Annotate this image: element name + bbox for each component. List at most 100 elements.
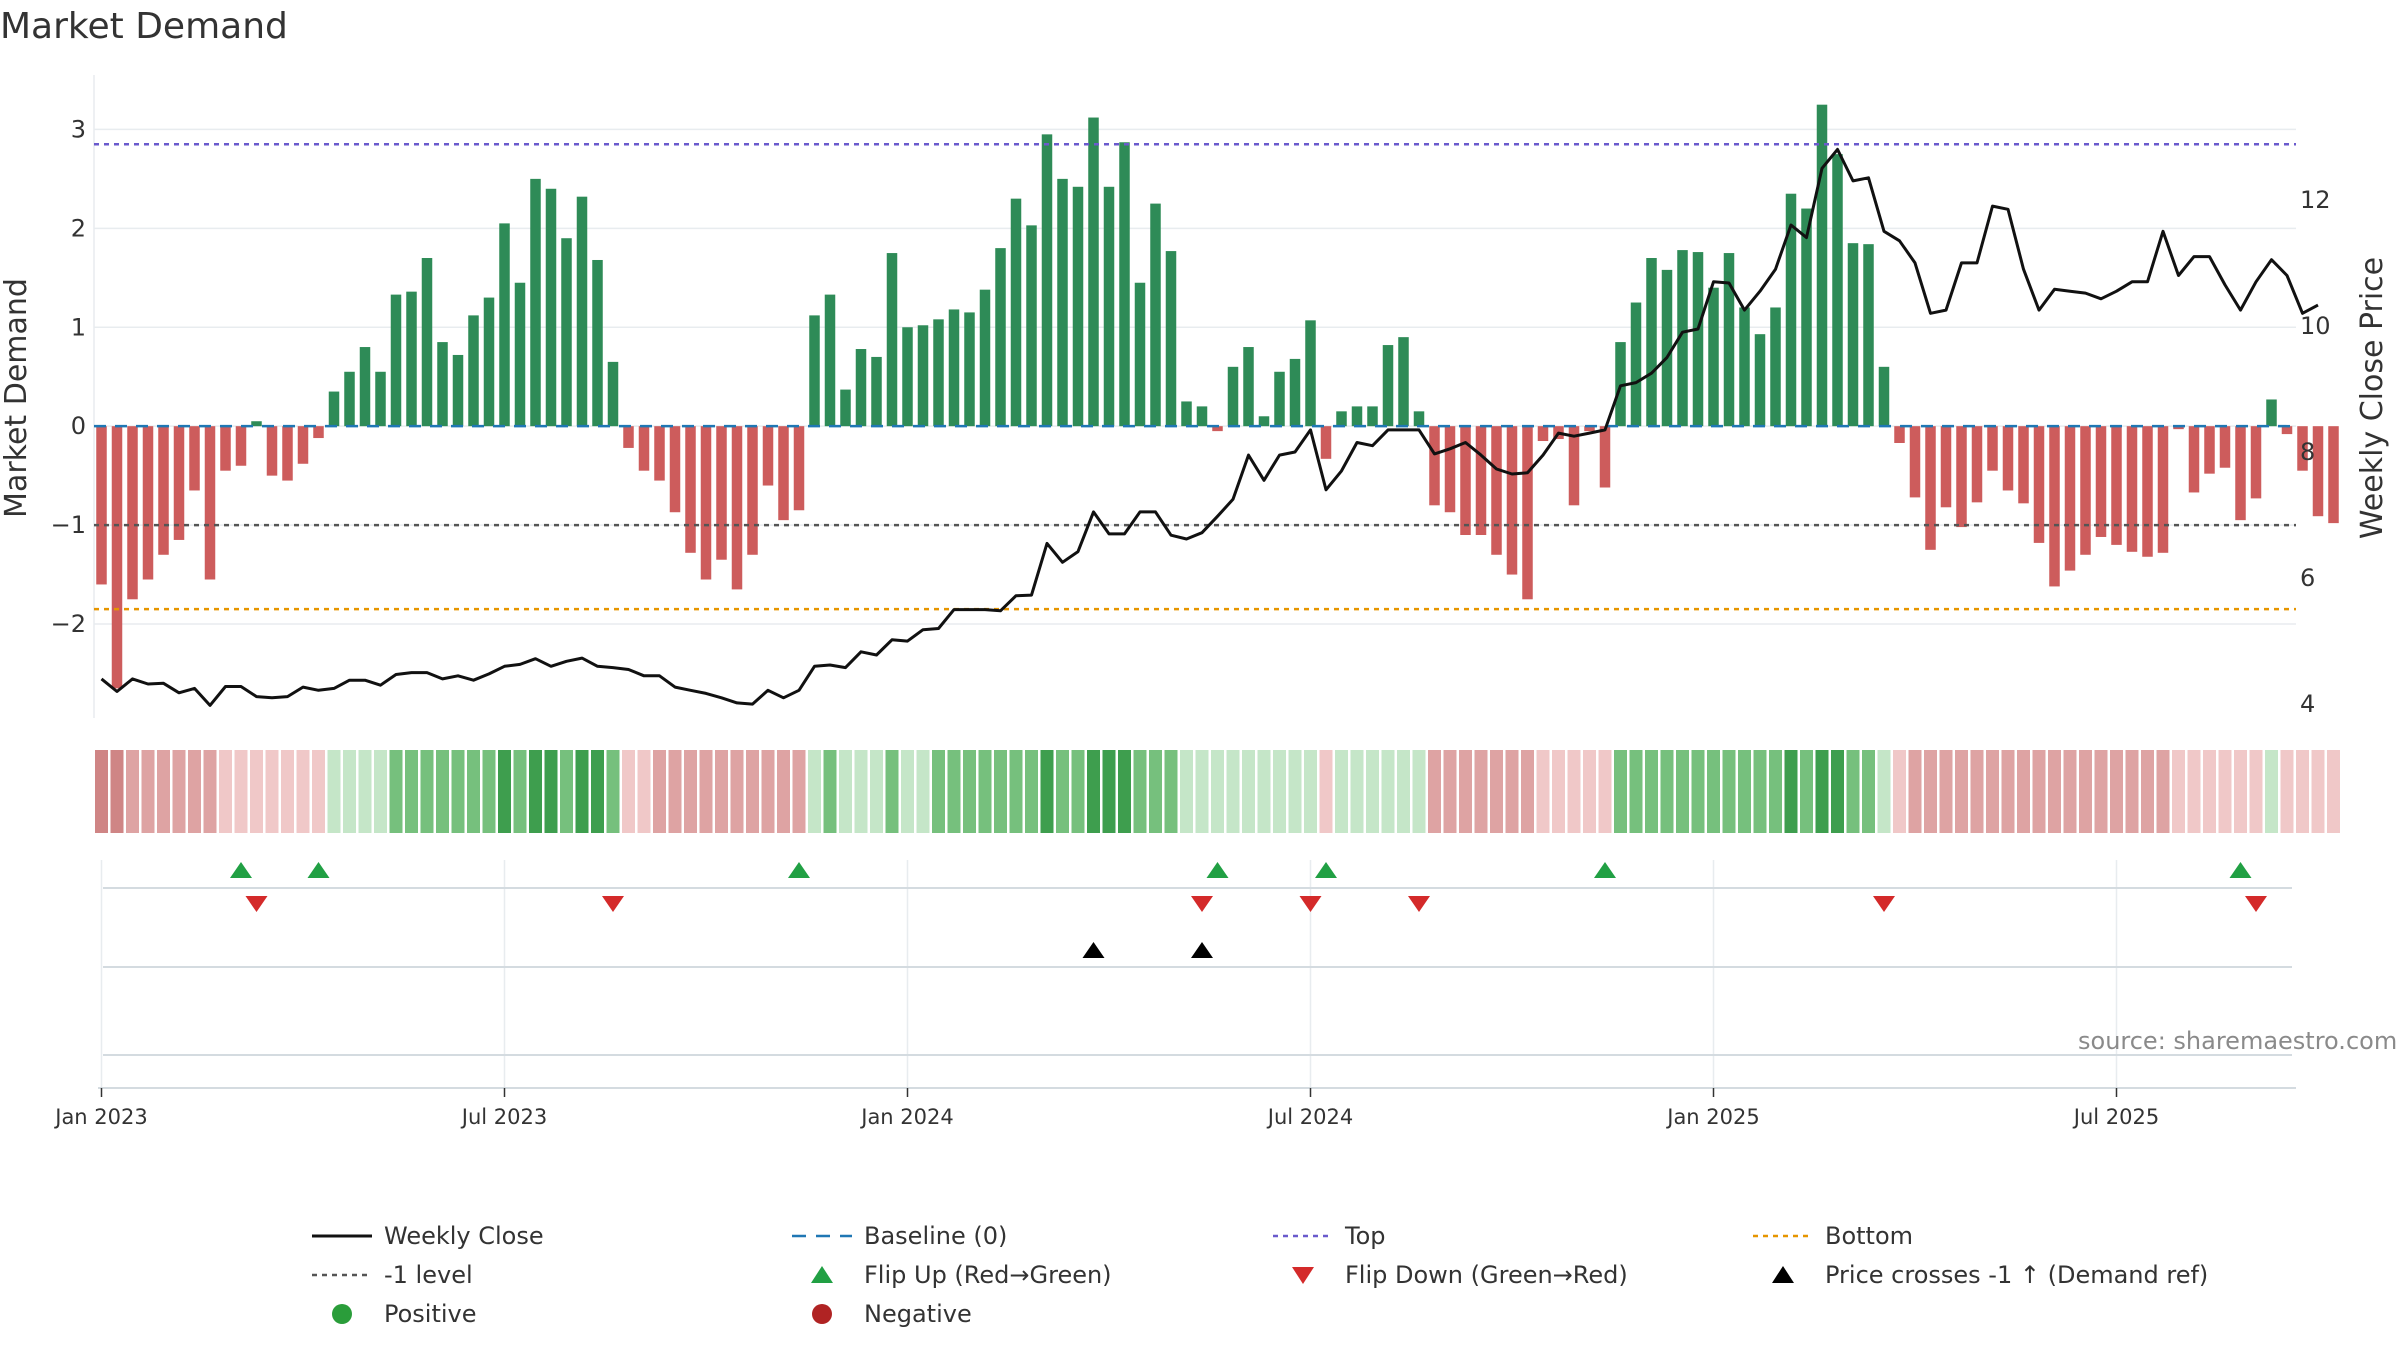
heat-strip-cell <box>203 750 217 833</box>
demand-bar-positive <box>499 223 510 427</box>
heat-strip-cell <box>1567 750 1581 833</box>
demand-bar-positive <box>452 354 464 427</box>
demand-bar-negative <box>2002 426 2014 491</box>
heat-strip-cell <box>1552 750 1565 833</box>
demand-bar-negative <box>669 426 681 513</box>
heat-strip-cell <box>606 750 620 833</box>
x-tick-label: Jul 2025 <box>2072 1105 2159 1129</box>
demand-bar-positive <box>933 319 944 427</box>
heat-strip-cell <box>1676 750 1689 833</box>
demand-bar-positive <box>1057 178 1068 427</box>
legend-label-top: Top <box>1344 1222 1386 1250</box>
y-tick-label: 3 <box>71 115 86 143</box>
flip-down-marker <box>245 896 268 912</box>
heat-strip-cell <box>420 750 434 833</box>
heat-strip-cell <box>947 750 961 833</box>
heat-strip-cell <box>622 750 635 833</box>
flip-down-marker <box>1408 896 1430 912</box>
demand-bar-negative <box>623 426 634 448</box>
heat-strip-cell <box>1490 750 1503 833</box>
demand-bar-positive <box>871 356 882 427</box>
legend-swatch-flip_up <box>811 1266 833 1283</box>
heat-strip-cell <box>1412 750 1426 833</box>
heat-strip-cell <box>1707 750 1720 833</box>
heat-strip-cell <box>1211 750 1224 833</box>
demand-bar-negative <box>2111 426 2122 545</box>
heat-strip-cell <box>451 750 465 833</box>
demand-bar-negative <box>1460 426 1471 535</box>
demand-bar-positive <box>359 347 371 427</box>
heat-strip-cell <box>1133 750 1147 833</box>
heat-strip-cell <box>2001 750 2015 833</box>
demand-bar-negative <box>1925 426 1936 550</box>
heat-strip-cell <box>839 750 852 833</box>
heat-strip-cell <box>1800 750 1813 833</box>
legend-swatch-price_cross <box>1772 1266 1794 1283</box>
demand-bar-positive <box>545 188 557 427</box>
heat-strip-cell <box>808 750 821 833</box>
heat-strip-cell <box>1056 750 1069 833</box>
demand-bar-negative <box>731 426 743 590</box>
demand-bar-negative <box>2080 426 2091 555</box>
heat-strip-cell <box>1335 750 1348 833</box>
heat-strip-cell <box>1986 750 1999 833</box>
y2-axis-label: Weekly Close Price <box>2355 257 2390 539</box>
heat-strip-cell <box>1102 750 1116 833</box>
heat-strip-cell <box>730 750 744 833</box>
demand-bar-negative <box>685 426 696 553</box>
demand-bar-positive <box>1677 250 1688 427</box>
flip-up-marker <box>1594 862 1616 878</box>
legend-item-baseline: Baseline (0) <box>792 1222 1007 1250</box>
demand-bar-positive <box>1739 307 1750 427</box>
legend-item-negative: Negative <box>812 1300 972 1328</box>
weekly-close-line <box>100 147 2319 707</box>
demand-bar-positive <box>1196 406 1208 427</box>
heat-strip-cell <box>358 750 372 833</box>
demand-bar-positive <box>1088 117 1099 427</box>
demand-bar-positive <box>1816 104 1828 427</box>
demand-bar-negative <box>2297 426 2308 471</box>
heat-strip-cell <box>1195 750 1209 833</box>
heat-strip-cell <box>2063 750 2077 833</box>
demand-bar-negative <box>1599 426 1611 488</box>
heat-strip-cell <box>963 750 976 833</box>
demand-bar-negative <box>111 426 123 689</box>
heat-strip-cell <box>2156 750 2170 833</box>
reference-lines <box>94 142 2296 611</box>
demand-bar-positive <box>561 238 572 427</box>
heat-strip-cell <box>870 750 883 833</box>
demand-bar-positive <box>344 371 355 427</box>
flip-up-marker <box>230 862 252 878</box>
event-markers <box>103 862 2292 1056</box>
demand-bar-positive <box>530 178 541 427</box>
flip-up-marker <box>788 862 810 878</box>
heat-strip-cell <box>1304 750 1317 833</box>
flip-up-marker <box>307 862 330 878</box>
heat-strip-cell <box>560 750 573 833</box>
y2-tick-label: 10 <box>2300 312 2331 340</box>
legend-item-price_cross: Price crosses -1 ↑ (Demand ref) <box>1772 1261 2208 1289</box>
price-cross-marker <box>1191 942 1213 958</box>
heat-strip-cell <box>932 750 945 833</box>
demand-bar-negative <box>700 426 712 580</box>
heat-strip-cell <box>1087 750 1100 833</box>
demand-bar-positive <box>1243 347 1254 427</box>
demand-bar-positive <box>1119 142 1130 427</box>
demand-bar-negative <box>266 426 278 476</box>
flip-down-marker <box>1873 896 1895 912</box>
heat-strip-cell <box>188 750 201 833</box>
x-tick-label: Jul 2024 <box>1266 1105 1353 1129</box>
heat-strip-cell <box>95 750 108 833</box>
demand-bar-positive <box>1847 243 1859 427</box>
grid-lines <box>93 75 2296 1090</box>
heat-strip-cell <box>1226 750 1240 833</box>
demand-bar-negative <box>2018 426 2029 504</box>
demand-bar-negative <box>1444 426 1456 513</box>
demand-bar-positive <box>824 294 836 427</box>
demand-bar-negative <box>127 426 138 600</box>
demand-bar-positive <box>1708 287 1719 427</box>
demand-bar-negative <box>654 426 665 481</box>
heat-strip-cell <box>2094 750 2108 833</box>
heat-strip-cell <box>141 750 155 833</box>
legend-item-positive: Positive <box>332 1300 477 1328</box>
